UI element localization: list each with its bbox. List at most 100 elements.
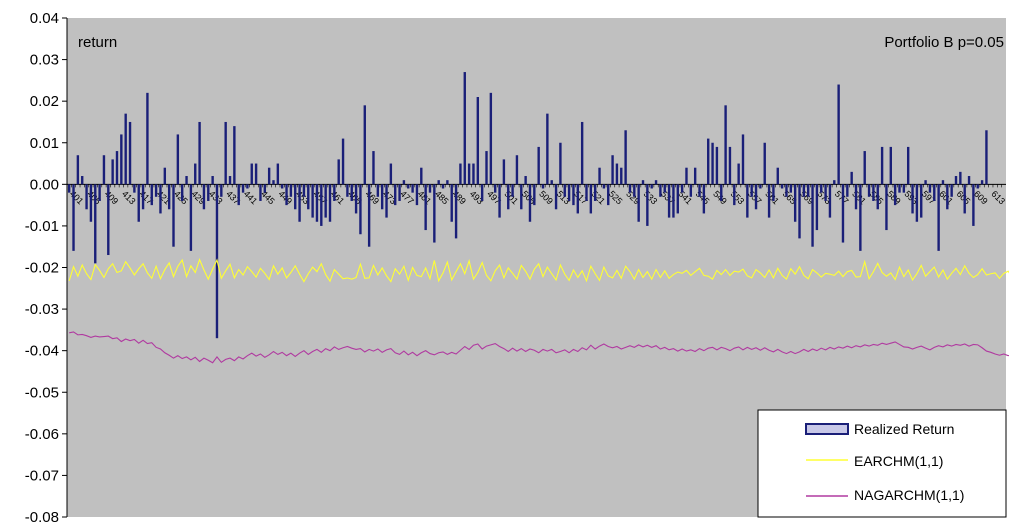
realized-return-bar [115, 151, 119, 185]
realized-return-bar [72, 184, 75, 251]
realized-return-bar [554, 184, 558, 210]
realized-return-bar [254, 163, 258, 185]
y-tick-label: -0.08 [25, 509, 59, 526]
realized-return-bar [646, 184, 649, 226]
realized-return-bar [559, 142, 562, 185]
realized-return-bar [841, 184, 845, 243]
realized-return-bar [641, 180, 645, 185]
realized-return-bar [611, 155, 614, 185]
realized-return-bar [746, 184, 749, 218]
realized-return-bar [711, 142, 714, 185]
nagarchm-line [69, 331, 1009, 364]
realized-return-bar [120, 134, 123, 185]
realized-return-bar [176, 134, 180, 185]
realized-return-bar [467, 163, 471, 185]
y-tick-label: -0.05 [25, 384, 59, 401]
realized-return-bar [580, 121, 584, 185]
realized-return-bar [159, 184, 162, 214]
realized-return-bar [328, 184, 332, 222]
realized-return-bar [972, 184, 975, 226]
y-tick-label: -0.04 [25, 343, 59, 360]
realized-return-bar [102, 155, 106, 185]
realized-return-bar [707, 138, 710, 185]
realized-return-bar [546, 113, 549, 185]
realized-return-bar [250, 163, 253, 185]
realized-return-bar [346, 184, 349, 197]
realized-return-bar [946, 184, 949, 210]
realized-return-bar [272, 180, 275, 185]
realized-return-bar [350, 184, 353, 201]
realized-return-bar [872, 184, 875, 201]
realized-return-bar [98, 184, 101, 201]
realized-return-bar [76, 155, 80, 185]
realized-return-bar [685, 167, 688, 185]
realized-return-bar [146, 92, 149, 185]
realized-return-bar [111, 159, 114, 185]
realized-return-bar [241, 184, 245, 193]
realized-return-bar [267, 167, 271, 185]
y-tick-label: 0.01 [30, 135, 59, 152]
realized-return-bar [576, 184, 579, 214]
realized-return-bar [793, 184, 797, 222]
realized-return-bar [407, 184, 410, 189]
legend-label-nagarchm: NAGARCHM(1,1) [854, 487, 964, 503]
realized-return-bar [233, 126, 236, 185]
realized-return-bar [924, 180, 927, 185]
realized-return-bar [137, 184, 140, 222]
realized-return-bar [494, 184, 497, 193]
realized-return-bar [211, 176, 214, 185]
realized-return-bar [537, 146, 540, 185]
realized-return-bar [741, 134, 745, 185]
realized-return-bar [654, 180, 658, 185]
realized-return-bar [394, 184, 397, 206]
realized-return-bar [333, 184, 336, 201]
realized-return-bar [285, 184, 288, 206]
realized-return-bar [320, 184, 323, 226]
realized-return-bar [520, 184, 523, 210]
realized-return-bar [724, 105, 727, 185]
portfolio-annotation: Portfolio B p=0.05 [884, 34, 1004, 51]
realized-return-bar [550, 180, 553, 185]
realized-return-bar [163, 167, 167, 185]
realized-return-bar [698, 184, 701, 197]
realized-return-bar [967, 176, 971, 185]
realized-return-bar [402, 180, 406, 185]
realized-return-bar [276, 163, 280, 185]
legend-box [757, 409, 1007, 518]
realized-return-bar [650, 184, 653, 189]
realized-return-bar [181, 184, 184, 201]
realized-return-bar [224, 121, 227, 185]
realized-return-bar [354, 184, 358, 214]
legend-swatch-realized-return [805, 423, 849, 435]
realized-return-bar [702, 184, 706, 214]
realized-return-bar [815, 184, 819, 231]
realized-return-bar [420, 167, 423, 185]
realized-return-bar [489, 92, 493, 185]
realized-return-bar [528, 184, 532, 222]
realized-return-bar [785, 184, 788, 197]
realized-return-bar [424, 184, 427, 231]
realized-return-bar [428, 184, 432, 193]
realized-return-bar [789, 184, 793, 193]
realized-return-bar [185, 176, 188, 185]
realized-return-bar [515, 155, 519, 185]
return-label: return [78, 34, 117, 51]
realized-return-bar [263, 184, 266, 193]
earchm-line [68, 258, 1009, 283]
realized-return-bar [828, 184, 832, 218]
realized-return-bar [615, 163, 619, 185]
realized-return-bar [294, 184, 297, 210]
realized-return-bar [963, 184, 966, 214]
realized-return-bar [624, 130, 627, 185]
realized-return-bar [933, 184, 936, 201]
y-tick-label: -0.01 [25, 218, 59, 235]
realized-return-bar [141, 184, 145, 210]
realized-return-bar [893, 184, 897, 206]
realized-return-bar [811, 184, 814, 247]
realized-return-bar [902, 184, 906, 193]
realized-return-bar [889, 146, 892, 185]
realized-return-bar [750, 184, 753, 197]
realized-return-bar [585, 184, 588, 201]
realized-return-bar [280, 184, 284, 189]
